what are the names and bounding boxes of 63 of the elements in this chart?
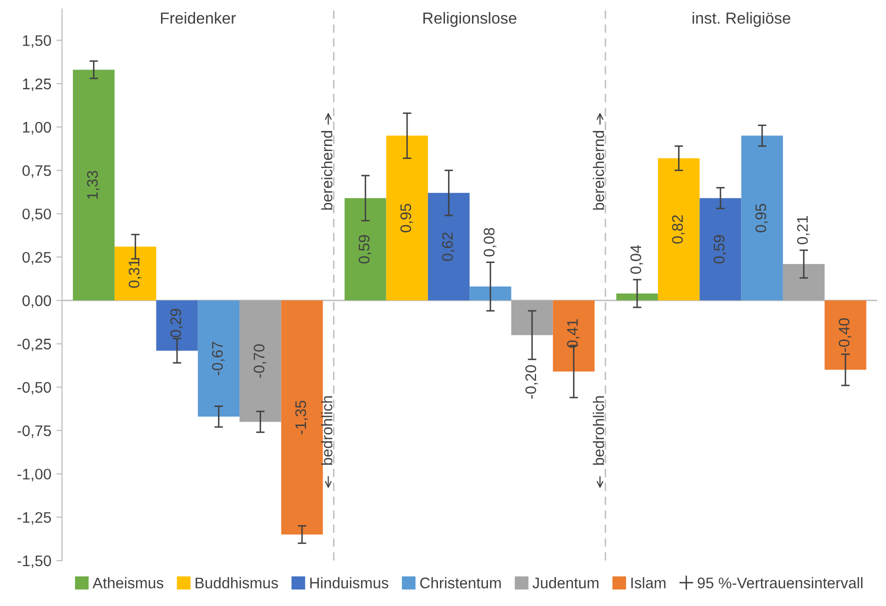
data-label: -1,35 bbox=[295, 400, 308, 434]
bar bbox=[700, 198, 742, 300]
y-tick-label: 0,00 bbox=[22, 295, 52, 308]
y-tick-label: 1,00 bbox=[23, 122, 52, 135]
x-tick-label: Religionslose bbox=[423, 12, 516, 27]
data-label: -0,70 bbox=[254, 344, 266, 378]
bar bbox=[344, 198, 386, 300]
x-tick-label: inst. Religiöse bbox=[692, 12, 790, 27]
data-label: -0,41 bbox=[567, 319, 580, 353]
annotation: bereichernd bbox=[321, 131, 332, 210]
bar bbox=[658, 158, 700, 300]
legend-label: Buddhismus bbox=[196, 577, 278, 588]
bar bbox=[616, 293, 658, 300]
legend-label: Hinduismus bbox=[310, 577, 388, 588]
legend-label: Islam bbox=[631, 577, 666, 588]
y-tick-label: 0,50 bbox=[22, 208, 52, 222]
data-label: 1,33 bbox=[87, 170, 100, 199]
bar bbox=[281, 300, 323, 535]
data-label: 0,82 bbox=[672, 215, 685, 244]
annotation: bereichernd bbox=[592, 131, 604, 210]
y-tick-label: -1,00 bbox=[17, 468, 52, 482]
bar bbox=[386, 136, 428, 300]
y-tick-label: -0,50 bbox=[17, 382, 52, 395]
bar bbox=[114, 246, 156, 300]
legend-label: Atheismus bbox=[92, 577, 164, 588]
bar bbox=[72, 70, 115, 300]
data-label: 0,59 bbox=[714, 235, 726, 264]
y-tick-label: -1,50 bbox=[17, 555, 52, 568]
text: 95 %-Vertrauensintervall bbox=[698, 577, 862, 588]
data-label: 0,31 bbox=[128, 259, 142, 288]
annotation: bedrohlich bbox=[321, 396, 332, 465]
data-label: -0,67 bbox=[212, 342, 225, 376]
data-label: -0,29 bbox=[170, 308, 183, 342]
y-tick-label: 0,75 bbox=[22, 165, 51, 178]
data-label: 0,08 bbox=[484, 228, 496, 256]
bar bbox=[470, 286, 512, 300]
data-label: 0,62 bbox=[442, 232, 455, 261]
y-tick-label: -0,75 bbox=[17, 425, 51, 438]
bar bbox=[552, 300, 595, 372]
bar bbox=[198, 300, 240, 417]
data-label: 0,95 bbox=[755, 204, 768, 232]
y-tick-label: 1,50 bbox=[23, 35, 52, 48]
bar bbox=[782, 264, 825, 300]
data-label: 0,21 bbox=[797, 216, 810, 244]
x-tick-label: Freidenker bbox=[161, 12, 236, 24]
bar bbox=[156, 300, 198, 351]
data-label: -0,20 bbox=[525, 365, 538, 399]
data-label: -0,40 bbox=[838, 318, 852, 352]
data-label: 0,04 bbox=[630, 245, 644, 274]
data-label: 0,59 bbox=[358, 235, 372, 264]
bar bbox=[511, 300, 553, 336]
y-tick-label: 1,25 bbox=[23, 78, 51, 92]
bar bbox=[428, 192, 470, 300]
annotation: bedrohlich bbox=[592, 396, 604, 465]
bar bbox=[824, 300, 866, 370]
bar bbox=[741, 136, 783, 300]
y-tick-label: 0,25 bbox=[22, 252, 51, 265]
legend-label: Judentum bbox=[532, 577, 598, 588]
bar bbox=[240, 300, 282, 422]
y-tick-label: -1,25 bbox=[17, 512, 51, 525]
legend-label: Christentum bbox=[420, 577, 501, 588]
data-label: 0,95 bbox=[400, 204, 413, 232]
y-tick-label: -0,25 bbox=[17, 338, 51, 352]
